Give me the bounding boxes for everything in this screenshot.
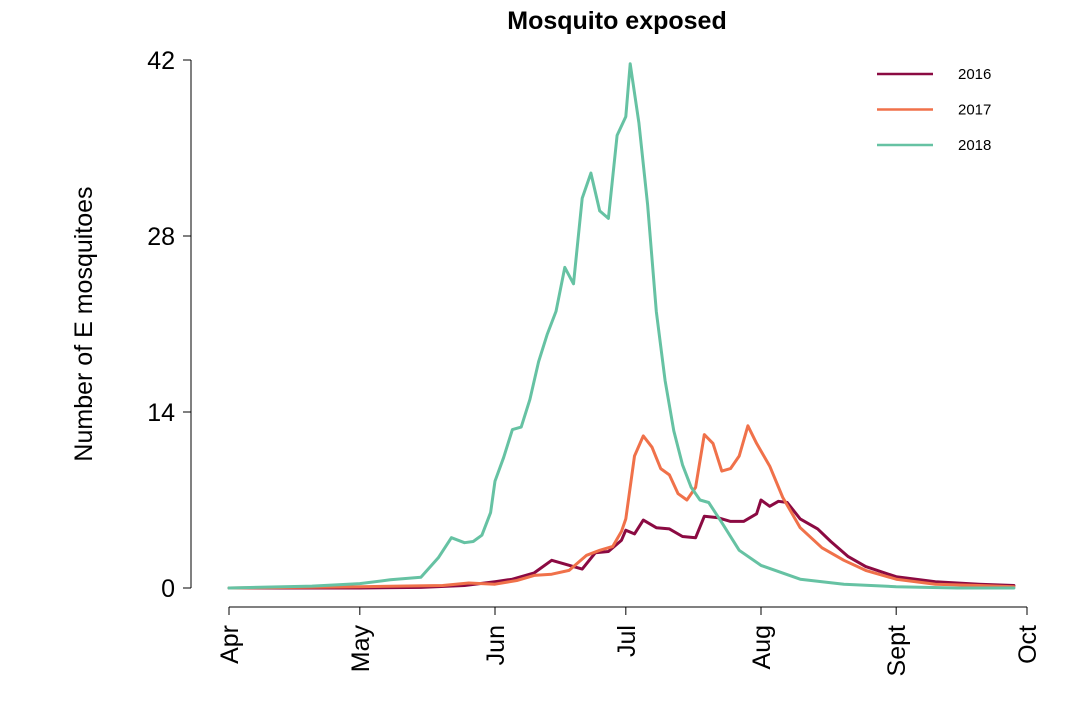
x-tick-label: Jul <box>613 625 641 657</box>
y-tick-label: 0 <box>161 575 175 603</box>
y-tick-label: 42 <box>147 47 175 75</box>
series-layer <box>227 62 1016 590</box>
x-tick-label: Sept <box>883 625 911 676</box>
y-axis: 0 14 28 42 <box>147 47 192 603</box>
y-tick-label: 14 <box>147 399 175 427</box>
x-tick-label: Jun <box>482 625 510 665</box>
x-tick-label: Apr <box>216 625 244 664</box>
x-tick-label: Aug <box>748 625 776 669</box>
x-tick-label: May <box>347 625 375 673</box>
series-line-2016 <box>227 498 1016 590</box>
legend-label: 2017 <box>958 102 991 119</box>
series-line-2017 <box>227 424 1016 590</box>
x-axis: Apr May Jun Jul Aug Sept Oct <box>216 606 1042 676</box>
legend: 2016 2017 2018 <box>877 66 991 154</box>
chart-title: Mosquito exposed <box>507 7 726 35</box>
legend-label: 2016 <box>958 66 991 83</box>
y-tick-label: 28 <box>147 223 175 251</box>
series-line-2018 <box>227 62 1016 590</box>
legend-label: 2018 <box>958 137 991 154</box>
x-tick-label: Oct <box>1014 625 1042 664</box>
y-axis-label: Number of E mosquitoes <box>70 186 98 461</box>
